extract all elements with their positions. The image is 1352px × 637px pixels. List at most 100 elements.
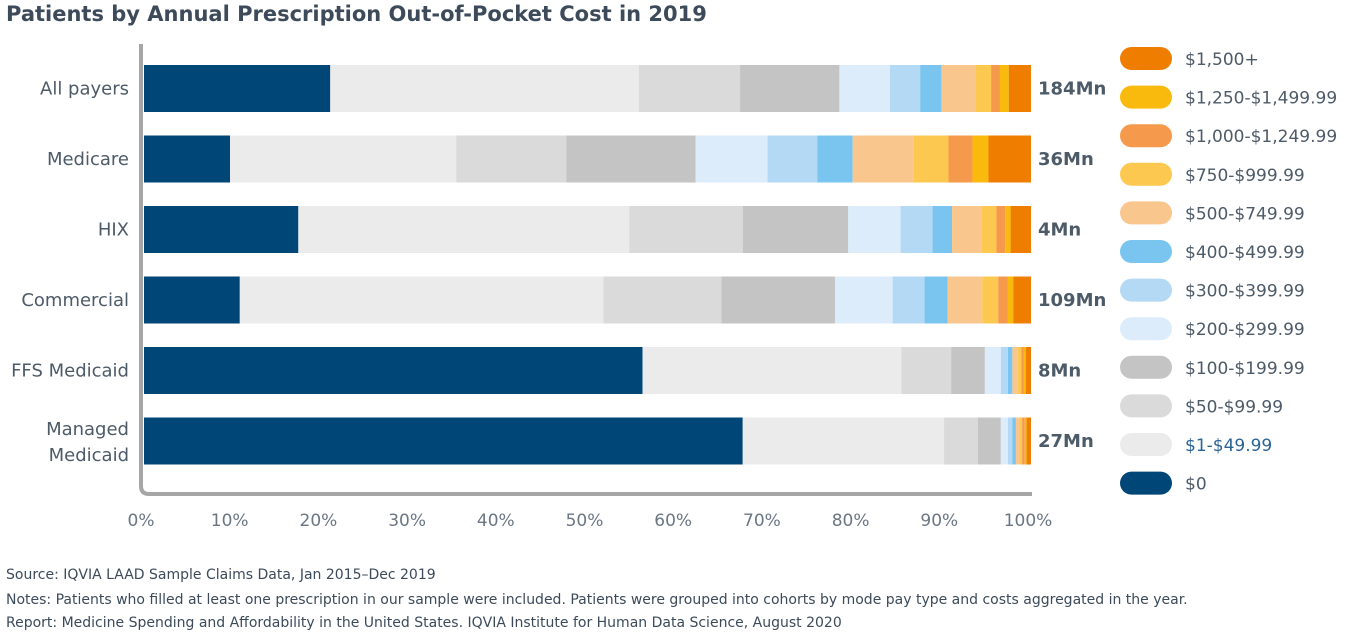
bar-medicare-1-49-99	[230, 135, 457, 183]
total-label: 36Mn	[1038, 149, 1094, 170]
legend-swatch-1-49-99	[1120, 433, 1172, 456]
x-tick-label: 70%	[743, 511, 781, 531]
bar-ffs-medicaid-200-299-99	[984, 347, 1001, 394]
bar-hix-750-999-99	[981, 206, 997, 253]
bar-commercial-1-500	[1013, 276, 1031, 324]
bar-all-payers-100-199-99	[740, 65, 840, 112]
bar-all-payers-1-250-1-499-99	[999, 65, 1009, 112]
bar-medicare-400-499-99	[817, 135, 853, 183]
bar-medicare-50-99-99	[456, 135, 567, 183]
bar-managed-medicaid-1-000-1-249-99	[1022, 417, 1025, 465]
legend-label: $500-$749.99	[1185, 204, 1305, 224]
bar-ffs-medicaid-300-399-99	[1000, 347, 1008, 394]
bar-ffs-medicaid-100-199-99	[951, 347, 985, 394]
bar-commercial-1-49-99	[239, 276, 604, 324]
total-label: 4Mn	[1038, 220, 1081, 241]
bar-hix-500-749-99	[952, 206, 982, 253]
category-label: Commercial	[21, 290, 129, 311]
stacked-bar-chart: All payers 184Mn Medicare 36Mn HIX 4Mn Commerc…	[11, 44, 1337, 532]
bar-all-payers-500-749-99	[941, 65, 976, 112]
bar-ffs-medicaid-50-99-99	[901, 347, 952, 394]
bar-all-payers-50-99-99	[638, 65, 741, 112]
axis-line	[139, 44, 1032, 496]
bar-medicare-300-399-99	[767, 135, 818, 183]
bar-ffs-medicaid-1-250-1-499-99	[1023, 347, 1026, 394]
legend-label: $0	[1185, 475, 1207, 495]
bar-hix-1-250-1-499-99	[1005, 206, 1011, 253]
bar-commercial-1-250-1-499-99	[1007, 276, 1014, 324]
legend-swatch-1-500	[1120, 47, 1172, 70]
bar-hix-1-49-99	[298, 206, 630, 253]
bar-commercial-200-299-99	[834, 276, 893, 324]
bar-all-payers-1-500	[1008, 65, 1032, 112]
bar-all-payers-300-399-99	[889, 65, 921, 112]
legend-label: $400-$499.99	[1185, 243, 1305, 263]
bar-managed-medicaid-500-749-99	[1015, 417, 1020, 465]
total-label: 184Mn	[1038, 79, 1106, 100]
total-label: 109Mn	[1038, 290, 1106, 311]
notes-text: Notes: Patients who filled at least one …	[6, 592, 1188, 608]
legend-swatch-0	[1120, 471, 1172, 495]
bar-medicare-1-500	[988, 135, 1031, 183]
bar-medicare-200-299-99	[695, 135, 768, 183]
bar-managed-medicaid-750-999-99	[1019, 417, 1023, 465]
bar-hix-100-199-99	[742, 206, 849, 253]
legend-label: $1-$49.99	[1185, 436, 1272, 456]
bar-all-payers-200-299-99	[839, 65, 890, 112]
x-tick-label: 20%	[300, 511, 338, 531]
legend-label: $1,000-$1,249.99	[1185, 127, 1337, 147]
bars-layer	[144, 65, 1032, 465]
bar-ffs-medicaid-400-499-99	[1007, 347, 1013, 394]
bar-managed-medicaid-50-99-99	[944, 417, 978, 465]
bar-medicare-1-250-1-499-99	[972, 135, 989, 183]
bar-ffs-medicaid-500-749-99	[1012, 347, 1018, 394]
bar-medicare-0	[144, 135, 231, 183]
bar-hix-400-499-99	[932, 206, 953, 253]
bar-ffs-medicaid-1-49-99	[642, 347, 902, 394]
bar-managed-medicaid-100-199-99	[977, 417, 1001, 465]
bar-managed-medicaid-400-499-99	[1012, 417, 1016, 465]
bar-all-payers-1-49-99	[330, 65, 639, 112]
bar-hix-1-000-1-249-99	[996, 206, 1006, 253]
bar-hix-1-500	[1010, 206, 1031, 253]
legend: $1,500+ $1,250-$1,499.99 $1,000-$1,249.99 $…	[1120, 47, 1337, 495]
category-label: HIX	[98, 220, 129, 241]
bar-managed-medicaid-1-49-99	[742, 417, 945, 465]
bar-commercial-300-399-99	[892, 276, 925, 324]
bar-hix-300-399-99	[900, 206, 933, 253]
bar-medicare-750-999-99	[913, 135, 949, 183]
bar-managed-medicaid-300-399-99	[1007, 417, 1013, 465]
bar-commercial-0	[144, 276, 240, 324]
bar-commercial-100-199-99	[721, 276, 835, 324]
bar-hix-0	[144, 206, 299, 253]
total-label: 8Mn	[1038, 361, 1081, 382]
legend-swatch-100-199-99	[1120, 355, 1172, 379]
report-note: Report: Medicine Spending and Affordabil…	[6, 615, 842, 631]
category-label: Medicare	[47, 149, 129, 170]
x-tick-label: 30%	[388, 511, 426, 531]
legend-label: $1,250-$1,499.99	[1185, 89, 1337, 109]
x-tick-label: 90%	[920, 511, 958, 531]
bar-ffs-medicaid-750-999-99	[1017, 347, 1022, 394]
legend-label: $750-$999.99	[1185, 166, 1305, 186]
x-tick-label: 100%	[1004, 511, 1053, 531]
bar-medicare-1-000-1-249-99	[948, 135, 973, 183]
x-tick-label: 40%	[477, 511, 515, 531]
x-tick-label: 60%	[654, 511, 692, 531]
legend-swatch-50-99-99	[1120, 394, 1172, 418]
legend-swatch-1-000-1-249-99	[1120, 124, 1172, 148]
bar-all-payers-1-000-1-249-99	[991, 65, 1000, 112]
bar-hix-50-99-99	[629, 206, 743, 253]
x-tick-label: 50%	[566, 511, 604, 531]
bar-commercial-400-499-99	[924, 276, 948, 324]
bar-commercial-50-99-99	[603, 276, 722, 324]
bar-medicare-100-199-99	[566, 135, 696, 183]
labels-layer: All payers 184Mn Medicare 36Mn HIX 4Mn Commerc…	[11, 79, 1106, 532]
legend-label: $200-$299.99	[1185, 320, 1305, 340]
bar-managed-medicaid-1-500	[1026, 417, 1031, 465]
legend-swatch-1-250-1-499-99	[1120, 85, 1172, 109]
bar-commercial-500-749-99	[947, 276, 983, 324]
source-note: Source: IQVIA LAAD Sample Claims Data, J…	[6, 567, 436, 583]
category-label: Managed Medicaid	[46, 419, 129, 466]
legend-label: $100-$199.99	[1185, 359, 1305, 379]
